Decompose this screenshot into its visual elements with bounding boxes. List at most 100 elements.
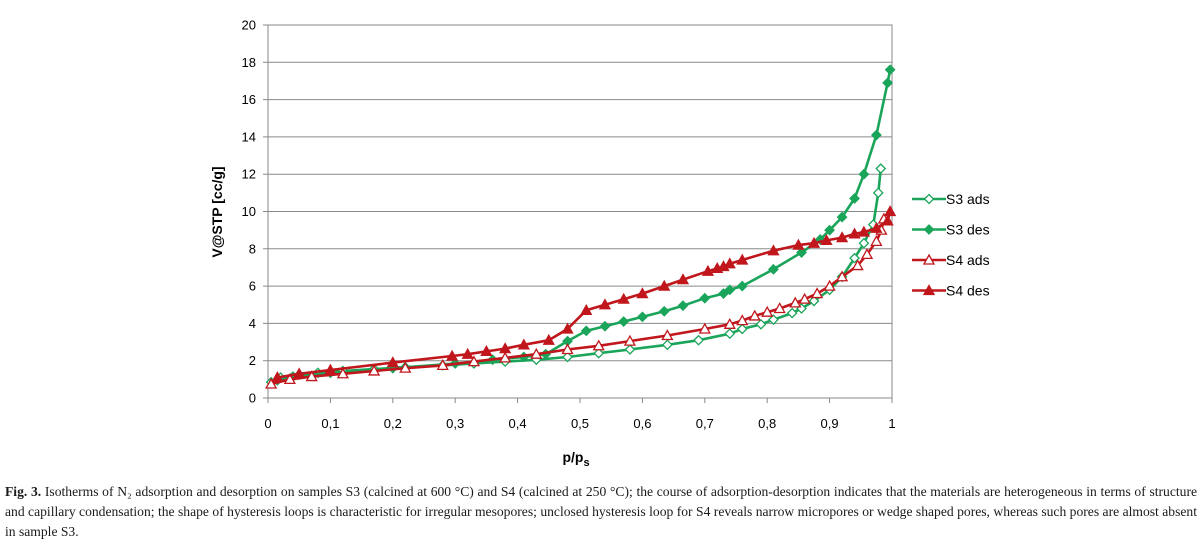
data-point	[623, 334, 637, 346]
data-point	[786, 307, 798, 319]
data-point	[593, 347, 605, 359]
data-point	[870, 129, 882, 141]
x-axis-title: p/ps	[562, 449, 589, 469]
data-point	[851, 259, 864, 271]
series-layer	[265, 64, 897, 389]
x-tick-label: 0,7	[696, 416, 714, 431]
legend-label: S4 des	[946, 283, 990, 299]
data-point	[661, 339, 673, 351]
figure-caption: Fig. 3. Isotherms of N₂ adsorption and d…	[5, 482, 1197, 542]
data-point	[677, 300, 689, 312]
data-point	[711, 262, 724, 274]
data-point	[542, 333, 555, 345]
data-point	[789, 296, 802, 308]
data-point	[624, 344, 636, 355]
y-tick-label: 6	[249, 279, 256, 294]
legend-marker	[923, 224, 935, 235]
legend-marker	[922, 253, 936, 265]
data-point	[835, 231, 849, 243]
data-point	[324, 363, 337, 375]
data-point	[748, 309, 761, 321]
data-point	[792, 238, 805, 250]
data-point	[798, 292, 811, 304]
data-point	[811, 287, 824, 299]
series-s3-ads	[265, 163, 887, 388]
y-axis-title: V@STP [cc/g]	[209, 166, 225, 257]
y-tick-label: 4	[249, 316, 256, 331]
data-point	[693, 334, 704, 346]
chart-area: 0 2 4 6 8 10 12 14 16 18 20 0 0,1 0,2 0,3 0,4 0,5 0,6 0,7 0…	[209, 18, 990, 470]
data-point	[530, 347, 543, 359]
data-point	[336, 367, 349, 379]
legend-label: S3 ads	[946, 191, 990, 207]
y-tick-label: 8	[249, 241, 256, 256]
data-point	[870, 235, 883, 246]
data-point	[283, 373, 296, 385]
x-tick-label: 1	[888, 416, 895, 431]
data-point	[658, 279, 671, 291]
data-point	[461, 347, 474, 359]
data-point	[562, 351, 573, 363]
data-point	[676, 273, 690, 285]
legend-marker	[923, 193, 935, 205]
data-point	[736, 314, 749, 326]
legend-label: S3 des	[946, 222, 990, 238]
data-point	[820, 234, 833, 246]
data-point	[661, 329, 674, 341]
data-point	[884, 64, 896, 76]
x-tick-label: 0,2	[384, 416, 402, 431]
x-tick-label: 0,5	[571, 416, 589, 431]
data-point	[884, 205, 897, 217]
legend-item: S3 des	[912, 222, 990, 238]
y-tick-label: 14	[242, 129, 256, 144]
y-tick-label: 2	[249, 353, 256, 368]
isotherm-chart: 0 2 4 6 8 10 12 14 16 18 20 0 0,1 0,2 0,3 0,4 0,5 0,6 0,7 0…	[209, 18, 990, 470]
data-point	[872, 187, 884, 199]
data-point	[305, 370, 318, 382]
data-point	[598, 298, 612, 310]
data-point	[386, 356, 399, 368]
data-point	[736, 280, 748, 292]
series-s4-ads	[265, 212, 890, 389]
data-point	[718, 288, 729, 299]
x-tick-label: 0	[264, 416, 271, 431]
data-point	[724, 284, 736, 296]
series-s4-des	[271, 205, 897, 383]
legend-item: S4 ads	[912, 252, 990, 268]
y-tick-label: 18	[242, 55, 256, 70]
data-point	[698, 322, 711, 334]
data-point	[617, 292, 630, 304]
legend-marker	[922, 284, 936, 296]
data-point	[768, 263, 779, 275]
data-point	[860, 248, 874, 260]
data-point	[723, 257, 736, 269]
data-point	[436, 359, 449, 371]
series-line	[277, 211, 892, 379]
data-point	[399, 361, 412, 373]
axes	[263, 24, 893, 403]
data-point	[480, 345, 493, 357]
data-point	[807, 236, 821, 248]
data-point	[271, 371, 284, 383]
y-tick-label: 16	[242, 92, 256, 107]
data-point	[849, 252, 860, 264]
data-point	[701, 264, 715, 276]
series-line	[270, 218, 886, 386]
data-point	[796, 247, 807, 258]
data-point	[761, 305, 774, 317]
data-point	[561, 343, 574, 355]
data-point	[767, 244, 780, 256]
data-point	[736, 323, 748, 335]
x-tick-label: 0,1	[321, 416, 339, 431]
data-point	[823, 279, 836, 291]
data-point	[293, 367, 306, 379]
data-point	[717, 260, 730, 272]
data-point	[724, 328, 736, 340]
x-tick-label: 0,9	[821, 416, 839, 431]
legend-label: S4 ads	[946, 252, 990, 268]
data-point	[467, 355, 481, 367]
data-point	[835, 270, 849, 282]
figure-caption-text: Isotherms of N₂ adsorption and desorptio…	[5, 484, 1197, 539]
legend-item: S4 des	[912, 283, 990, 299]
data-point	[875, 163, 887, 175]
